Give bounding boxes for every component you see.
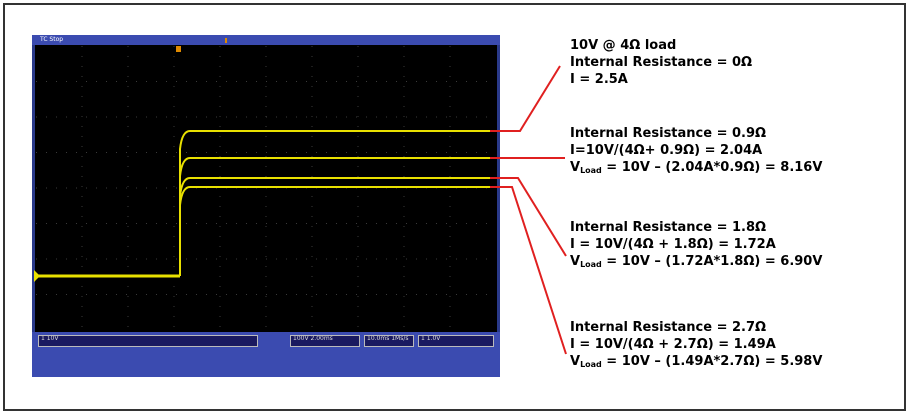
load-voltage-formula: VLoad = 10V – (1.72A*1.8Ω) = 6.90V — [570, 254, 823, 269]
resistance-label: Internal Resistance = 2.7Ω — [570, 320, 767, 335]
annotation-group-2: Internal Resistance = 0.9Ω I=10V/(4Ω+ 0.… — [570, 125, 822, 179]
scope-status-label: TC Stop — [40, 36, 64, 43]
trigger-marker — [225, 38, 227, 43]
scope-graticule — [36, 38, 496, 330]
resistance-label: Internal Resistance = 0.9Ω — [570, 126, 767, 141]
annotation-group-1: 10V @ 4Ω load Internal Resistance = 0Ω I… — [570, 37, 752, 88]
trigger-position-marker — [176, 46, 181, 52]
resistance-label: Internal Resistance = 1.8Ω — [570, 220, 767, 235]
leader-line-4 — [490, 186, 567, 355]
annotation-leader-lines — [490, 65, 567, 355]
annotation-group-4: Internal Resistance = 2.7Ω I = 10V/(4Ω +… — [570, 319, 822, 373]
current-formula: I = 10V/(4Ω + 2.7Ω) = 1.49A — [570, 337, 776, 352]
trigger-level-readout: 1 1.0V — [418, 335, 494, 347]
ground-marker — [34, 270, 40, 282]
channel-readout: 1 10V — [38, 335, 258, 347]
resistance-label: Internal Resistance = 0Ω — [570, 55, 753, 70]
trace-2.7-ohm — [179, 186, 492, 276]
load-voltage-formula: VLoad = 10V – (1.49A*2.7Ω) = 5.98V — [570, 354, 823, 369]
current-formula: I=10V/(4Ω+ 0.9Ω) = 2.04A — [570, 143, 763, 158]
load-voltage-formula: VLoad = 10V – (2.04A*0.9Ω) = 8.16V — [570, 160, 823, 175]
trigger-readout: 10.0ms 1Ms/s — [364, 335, 414, 347]
trace-0.9-ohm — [179, 157, 492, 276]
annotation-group-3: Internal Resistance = 1.8Ω I = 10V/(4Ω +… — [570, 219, 822, 273]
current-formula: I = 10V/(4Ω + 1.8Ω) = 1.72A — [570, 237, 776, 252]
trace-0-ohm — [179, 130, 492, 276]
leader-line-3 — [490, 177, 567, 257]
current-label: I = 2.5A — [570, 72, 628, 87]
load-condition-label: 10V @ 4Ω load — [570, 38, 677, 53]
scope-status-bar — [32, 35, 500, 45]
voltage-traces — [34, 130, 492, 282]
trace-1.8-ohm — [179, 177, 492, 276]
leader-line-1 — [490, 65, 561, 132]
timebase-readout: 100V 2.00ms — [290, 335, 360, 347]
